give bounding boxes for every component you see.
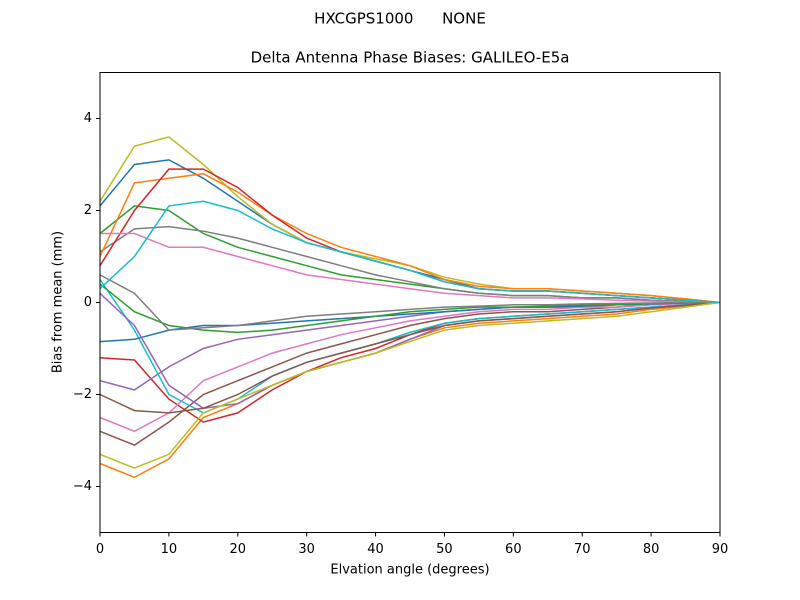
series-line [99,301,721,433]
chart-title: Delta Antenna Phase Biases: GALILEO-E5a [251,49,570,67]
series-line [99,200,721,304]
x-tick-label: 0 [96,542,104,557]
x-tick-label: 50 [436,542,453,557]
y-axis-label: Bias from mean (mm) [51,231,66,373]
plot-area [99,136,721,479]
y-tick-label: −4 [73,479,92,494]
series-line [99,225,721,304]
x-axis-label: Elvation angle (degrees) [330,563,489,578]
series-line [99,283,721,334]
series-line [99,172,721,304]
y-tick-label: 4 [84,111,92,126]
x-tick-label: 90 [712,542,729,557]
y-tick-label: 0 [84,295,92,310]
series-line [99,301,721,469]
series-line [99,301,721,414]
x-tick-label: 70 [574,542,591,557]
x-tick-label: 30 [298,542,315,557]
x-tick-label: 60 [505,542,522,557]
x-tick-label: 20 [230,542,247,557]
x-tick-label: 80 [643,542,660,557]
suptitle: HXCGPS1000 NONE [314,10,486,28]
y-tick-label: 2 [84,203,92,218]
y-tick-label: −2 [73,387,92,402]
x-tick-label: 10 [161,542,178,557]
series-line [99,274,720,331]
series-line [100,232,721,304]
x-tick-label: 40 [367,542,384,557]
